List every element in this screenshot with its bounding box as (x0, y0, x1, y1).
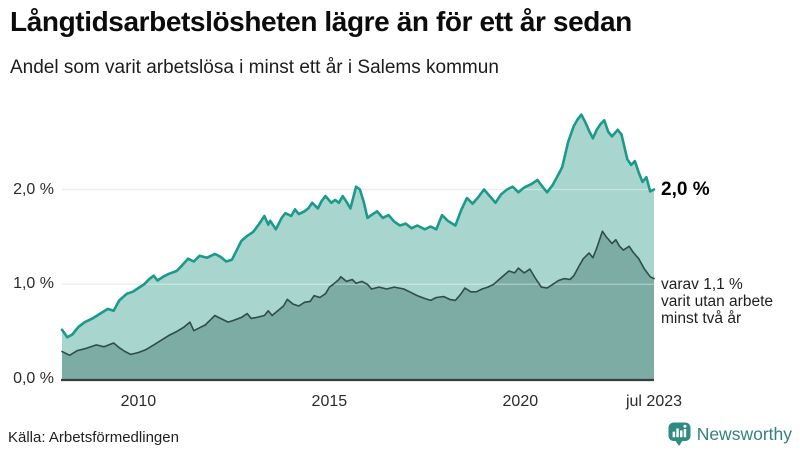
source-note: Källa: Arbetsförmedlingen (8, 429, 179, 446)
series-annotation: varav 1,1 % varit utan arbete minst två … (661, 276, 773, 327)
series-end-value-label: 2,0 % (661, 178, 710, 200)
chart-subtitle: Andel som varit arbetslösa i minst ett å… (10, 57, 499, 78)
x-tick-label: 2020 (502, 393, 539, 410)
newsworthy-icon (668, 422, 691, 446)
chart-title: Långtidsarbetslösheten lägre än för ett … (10, 6, 632, 37)
annotation-line: minst två år (661, 309, 742, 327)
newsworthy-wordmark: Newsworthy (696, 424, 792, 444)
series-line (60, 113, 656, 339)
annotation-line: varit utan arbete (661, 292, 774, 310)
x-tick-label: jul 2023 (625, 393, 683, 410)
y-tick-label: 1,0 % (13, 275, 54, 293)
newsworthy-logo: Newsworthy (668, 422, 792, 447)
area-fill (62, 231, 654, 379)
y-tick-label: 0,0 % (13, 370, 54, 387)
x-tick-label: 2015 (311, 393, 348, 410)
series-line (61, 230, 655, 357)
y-tick-label: 2,0 % (13, 180, 54, 198)
annotation-line: varav 1,1 % (661, 275, 743, 293)
x-tick-label: 2010 (120, 393, 157, 410)
